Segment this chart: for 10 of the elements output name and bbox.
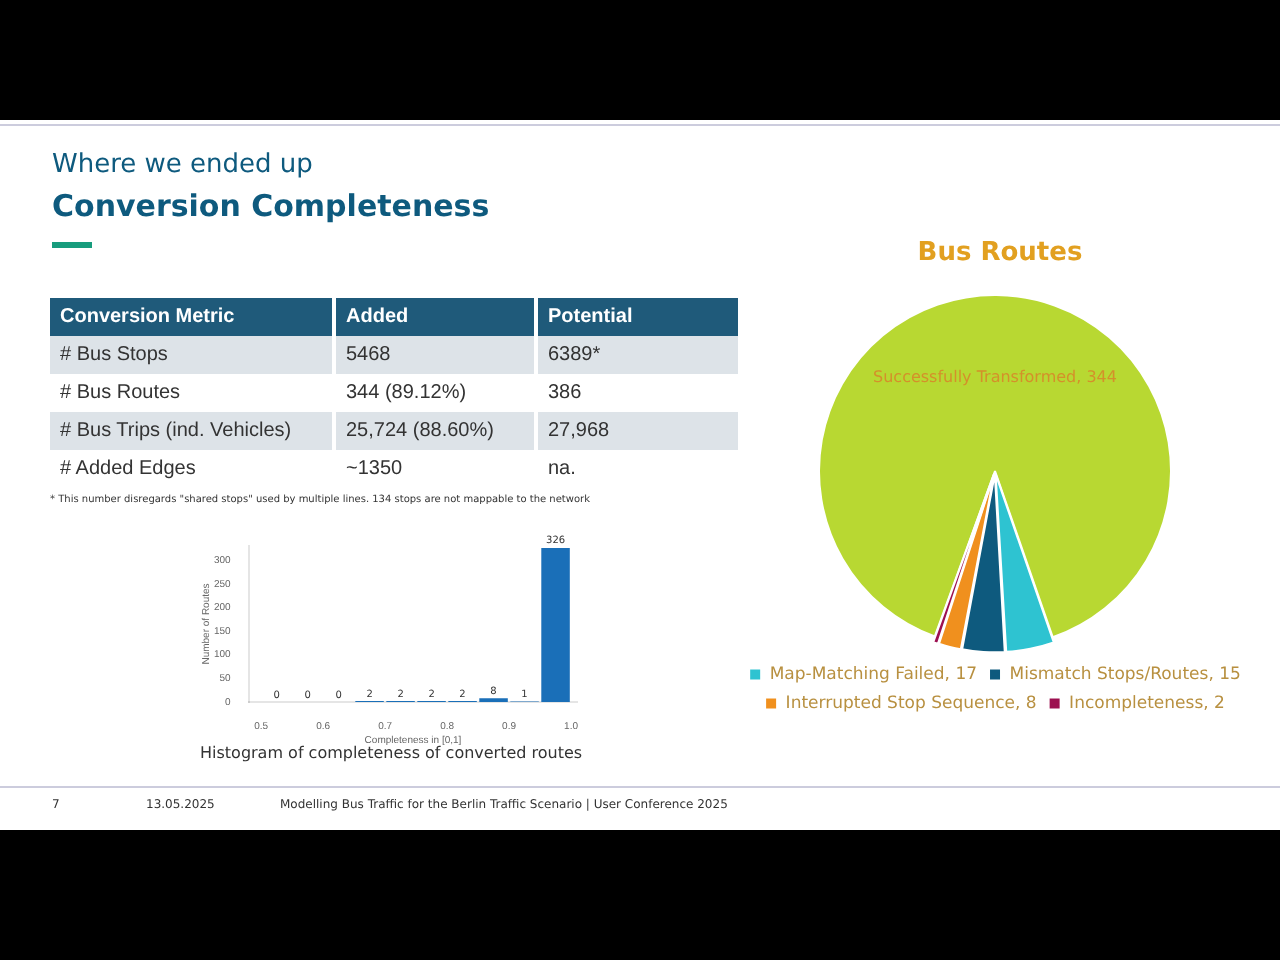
metrics-table: Conversion Metric Added Potential # Bus Stops 5468 6389* # Bus Routes 344 (89.12%) 386 # Bus Trips (ind. Vehicles) 25,724 (88.60%) 27,968 # Added Edges ~1350 na. [50, 298, 738, 488]
text: Conversion Completeness [52, 188, 490, 224]
chart-title: Bus Routes [915, 238, 1085, 268]
legend-label: Incompleteness, 2 [1069, 693, 1225, 714]
legend-label: Mismatch Stops/Routes, 15 [1009, 664, 1241, 685]
legend-label: Interrupted Stop Sequence, 8 [785, 693, 1037, 714]
text: Histogram of completeness of converted routes [200, 744, 583, 762]
text: Where we ended up [52, 150, 313, 180]
legend-label: Map-Matching Failed, 17 [769, 664, 978, 685]
slice-label: Successfully Transformed, 344 [873, 367, 1117, 386]
